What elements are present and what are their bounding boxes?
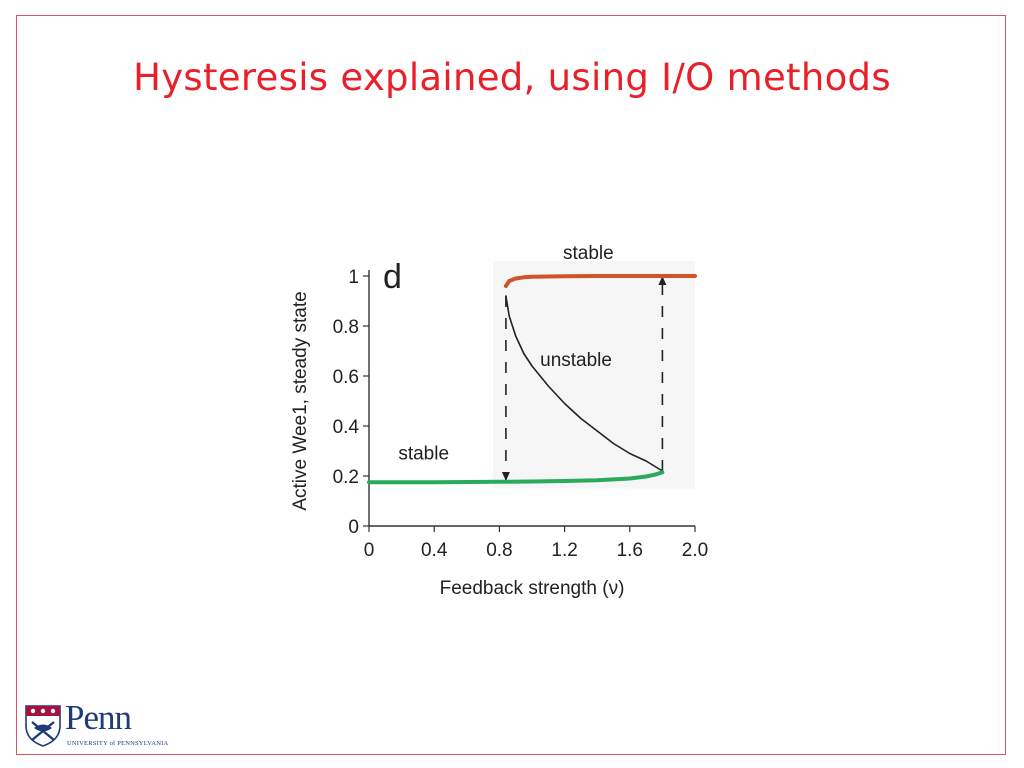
- y-axis-label: Active Wee1, steady state: [290, 291, 311, 510]
- x-axis-label: Feedback strength (ν): [440, 578, 625, 599]
- transition-arrow-up: [658, 276, 667, 285]
- logo-subtitle: UNIVERSITY of PENNSYLVANIA: [67, 740, 169, 747]
- x-tick-label: 2.0: [682, 540, 708, 561]
- panel-label: d: [383, 258, 402, 296]
- x-tick-label: 0: [364, 540, 375, 561]
- y-tick-label: 0.8: [333, 317, 359, 338]
- series-line-0: [503, 274, 697, 288]
- transition-arrow-down: [501, 472, 510, 481]
- hysteresis-chart: 0 0.4 0.8 1.2 1.6 2.0 0 0.2 0.4 0.6 0.8 1 Feedback s…: [290, 243, 708, 599]
- plot-area: 0 0.4 0.8 1.2 1.6 2.0 0 0.2 0.4 0.6 0.8 1 Feedback s…: [290, 243, 708, 599]
- annotation-stable: stable: [398, 444, 449, 465]
- y-tick-label: 0: [348, 517, 359, 538]
- x-tick-label: 1.6: [617, 540, 643, 561]
- y-tick-label: 1: [348, 267, 359, 288]
- series-line-2: [367, 470, 665, 485]
- x-tick-label: 0.8: [486, 540, 512, 561]
- plot-region-shade: [492, 261, 695, 489]
- annotation-stable: stable: [563, 243, 614, 264]
- y-tick-label: 0.4: [333, 417, 360, 438]
- x-tick-label: 0.4: [421, 540, 448, 561]
- series-line-1: [505, 295, 664, 472]
- logo-wordmark: Penn: [65, 698, 132, 737]
- slide-frame: [16, 15, 1006, 755]
- annotation-unstable: unstable: [540, 350, 612, 371]
- penn-logo: Penn UNIVERSITY of PENNSYLVANIA: [24, 698, 174, 752]
- y-tick-label: 0.6: [333, 367, 359, 388]
- slide-title: Hysteresis explained, using I/O methods: [133, 56, 891, 99]
- y-tick-label: 0.2: [333, 467, 359, 488]
- x-tick-label: 1.2: [551, 540, 577, 561]
- shield-icon: [25, 705, 61, 747]
